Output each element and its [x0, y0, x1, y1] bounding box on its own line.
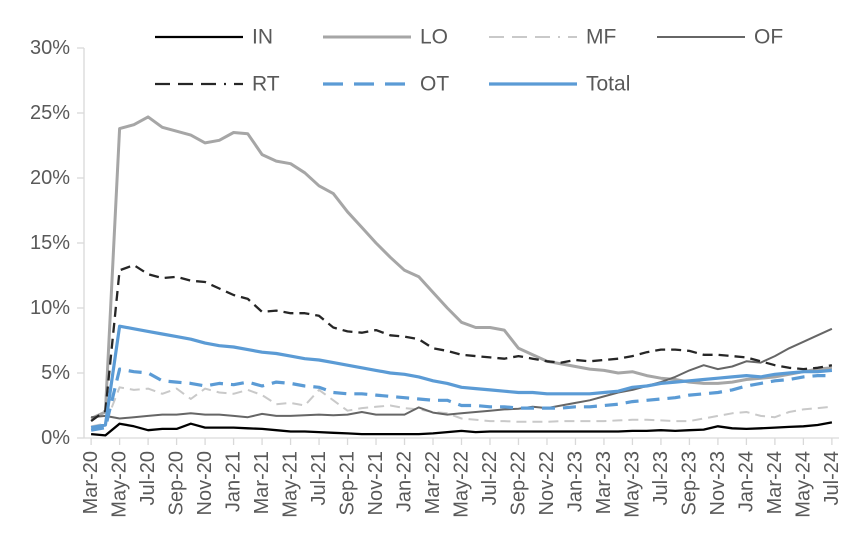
- legend-item-ot: OT: [323, 73, 449, 96]
- legend-label: RT: [252, 73, 280, 96]
- series-line-in: [90, 421, 833, 437]
- series-line-lo: [90, 115, 833, 420]
- legend-label: Total: [586, 73, 630, 96]
- x-axis-label: Sep-21: [337, 451, 359, 516]
- x-axis-label: Nov-21: [365, 451, 387, 515]
- x-axis-label: May-20: [109, 451, 131, 518]
- x-axis-label: Mar-24: [764, 451, 786, 514]
- legend-label: OT: [420, 73, 449, 96]
- legend-label: MF: [586, 26, 616, 49]
- y-axis-label: 0%: [41, 427, 70, 449]
- legend-label: LO: [420, 26, 448, 49]
- y-axis-label: 20%: [30, 167, 70, 189]
- x-axis-label: Mar-20: [80, 451, 102, 514]
- axes: 0% 5% 10% 15% 20% 25% 30% Mar-20 May-20 Jul-20 Sep…: [30, 37, 843, 518]
- legend-item-mf: MF: [489, 26, 616, 49]
- x-axis-label: Jul-24: [821, 451, 843, 505]
- legend-item-rt: RT: [155, 73, 280, 96]
- series-line-total: [90, 324, 833, 430]
- x-axis-label: Jul-20: [137, 451, 159, 505]
- x-axis-label: Mar-23: [593, 451, 615, 514]
- series-line-ot: [90, 367, 832, 432]
- legend-label: IN: [252, 26, 273, 49]
- legend-item-of: OF: [657, 26, 783, 49]
- x-axis-label: Nov-20: [194, 451, 216, 515]
- series-line-of: [91, 327, 833, 420]
- x-axis-label: Sep-20: [166, 451, 188, 516]
- y-axis-label: 15%: [30, 232, 70, 254]
- y-axis-label: 5%: [41, 362, 70, 384]
- x-axis-label: Mar-22: [422, 451, 444, 514]
- x-axis-label: Jul-21: [308, 451, 330, 505]
- x-axis-label: May-22: [451, 451, 473, 518]
- x-axis-label: Mar-21: [251, 451, 273, 514]
- y-axis-label: 25%: [30, 102, 70, 124]
- y-axis-label: 10%: [30, 297, 70, 319]
- x-axis-label: May-24: [792, 451, 814, 518]
- x-axis-label: Nov-23: [707, 451, 729, 515]
- legend-item-total: Total: [489, 73, 630, 96]
- x-axis-label: Sep-22: [507, 451, 529, 516]
- legend: IN LO MF OF RT OT Total: [155, 26, 783, 96]
- x-axis-label: Sep-23: [678, 451, 700, 516]
- x-axis-label: Jan-23: [564, 451, 586, 512]
- x-axis-label: Jul-23: [650, 451, 672, 505]
- series-line-mf: [90, 386, 832, 428]
- x-axis-label: Jan-22: [394, 451, 416, 512]
- series-line-rt: [90, 263, 833, 423]
- x-axis-label: Nov-22: [536, 451, 558, 515]
- x-axis-label: Jul-22: [479, 451, 501, 505]
- x-axis-label: May-21: [280, 451, 302, 518]
- x-axis-label: Jan-21: [223, 451, 245, 512]
- x-axis-label: Jan-24: [735, 451, 757, 512]
- legend-label: OF: [754, 26, 783, 49]
- y-axis-label: 30%: [30, 37, 70, 59]
- legend-item-lo: LO: [323, 26, 448, 49]
- legend-item-in: IN: [155, 26, 273, 49]
- x-axis-label: May-23: [621, 451, 643, 518]
- series-lines: [90, 115, 833, 437]
